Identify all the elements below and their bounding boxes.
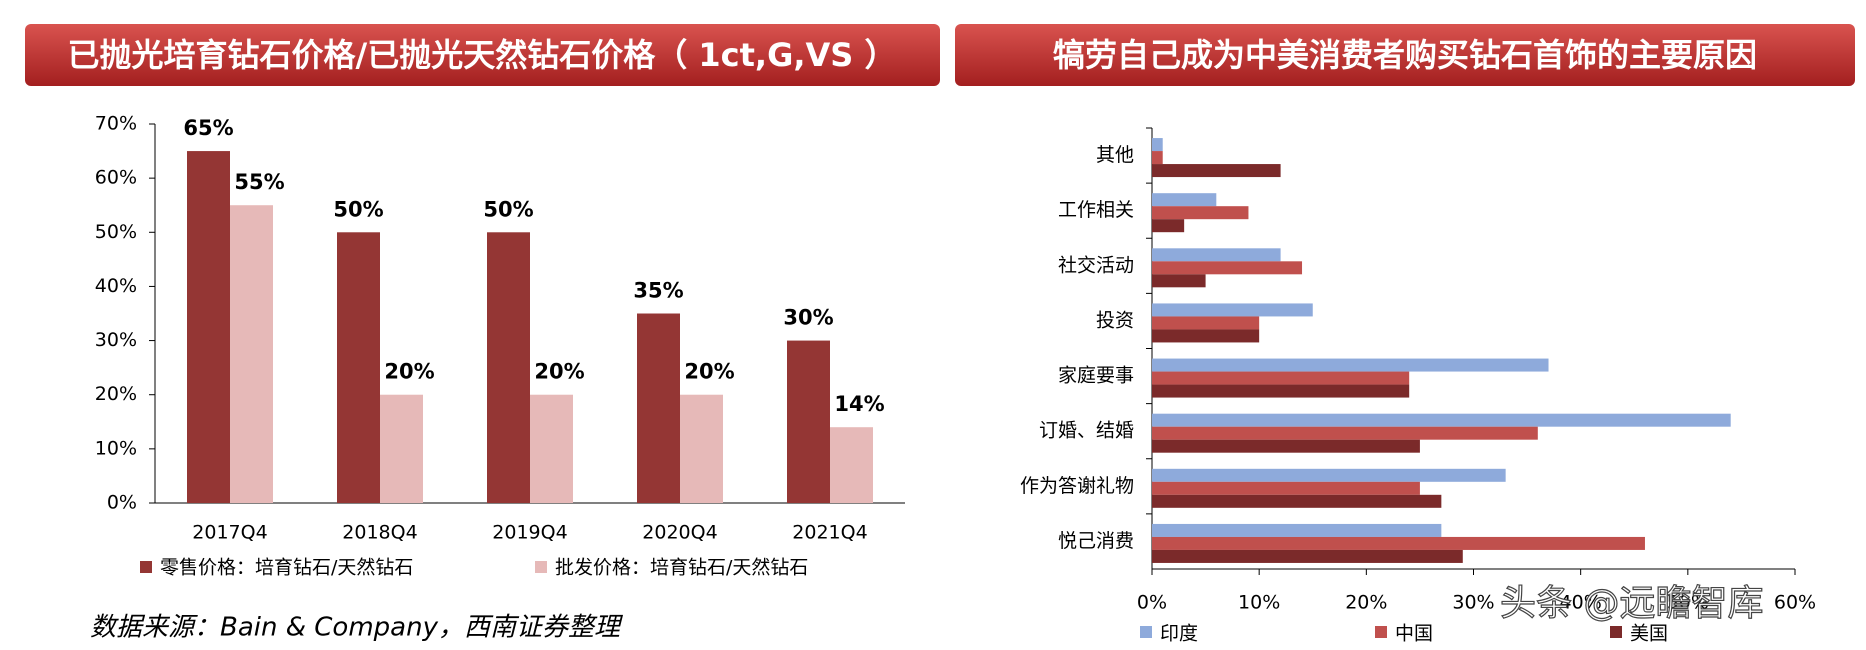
bar [680, 394, 723, 503]
watermark: 头条 @远瞻智库 [1500, 583, 1763, 624]
bar [1152, 536, 1645, 550]
bar [1152, 151, 1163, 165]
value-label: 20% [534, 360, 584, 384]
chart-title: 已抛光培育钻石价格/已抛光天然钻石价格（ 1ct,G,VS ） [68, 36, 897, 74]
y-tick-label: 工作相关 [1058, 199, 1134, 221]
bar [1152, 371, 1410, 385]
bar [1152, 468, 1506, 482]
bar [1152, 303, 1313, 317]
bar [380, 394, 423, 503]
banner [25, 24, 940, 86]
x-tick-label: 2020Q4 [642, 522, 717, 544]
x-tick-label: 0% [1137, 592, 1167, 614]
value-label: 14% [834, 392, 884, 416]
bar [1152, 439, 1420, 453]
bar [1152, 358, 1549, 372]
bar [1152, 494, 1442, 508]
bar [1152, 329, 1260, 343]
value-label: 30% [783, 306, 833, 330]
y-tick-label: 家庭要事 [1058, 365, 1134, 387]
bar [337, 232, 380, 504]
y-tick-label: 其他 [1096, 144, 1134, 166]
y-tick-label: 40% [95, 275, 137, 297]
bar [1152, 384, 1410, 398]
x-tick-label: 2017Q4 [192, 522, 267, 544]
y-tick-label: 70% [95, 113, 137, 135]
y-tick-label: 投资 [1096, 309, 1134, 331]
bar [1152, 481, 1420, 495]
x-tick-label: 2018Q4 [342, 522, 417, 544]
bar [1152, 426, 1538, 440]
legend-swatch [1375, 626, 1387, 638]
value-label: 20% [684, 360, 734, 384]
source: 数据来源：Bain & Company，西南证券整理 [90, 613, 624, 643]
y-tick-label: 10% [95, 437, 137, 459]
bar [1152, 274, 1206, 288]
legend-swatch [535, 561, 547, 573]
x-tick-label: 40% [1560, 592, 1602, 614]
y-tick-label: 20% [95, 383, 137, 405]
y-tick-label: 悦己消费 [1058, 530, 1134, 552]
x-tick-label: 10% [1238, 592, 1280, 614]
y-tick-label: 60% [95, 167, 137, 189]
chart-title: 犒劳自己成为中美消费者购买钻石首饰的主要原因 [1053, 36, 1757, 74]
y-tick-label: 30% [95, 329, 137, 351]
bar [1152, 316, 1260, 330]
y-tick-label: 社交活动 [1058, 254, 1134, 276]
bar [1152, 248, 1281, 262]
x-tick-label: 30% [1452, 592, 1494, 614]
bar [1152, 193, 1217, 207]
bar [830, 427, 873, 503]
y-tick-label: 订婚、结婚 [1039, 420, 1134, 442]
x-tick-label: 50% [1667, 592, 1709, 614]
bar [1152, 219, 1185, 233]
legend-swatch [140, 561, 152, 573]
x-tick-label: 60% [1774, 592, 1816, 614]
bar [230, 205, 273, 503]
y-tick-label: 作为答谢礼物 [1020, 475, 1134, 497]
bar [187, 151, 230, 504]
bar [1152, 164, 1281, 178]
legend-label: 中国 [1395, 623, 1433, 645]
value-label: 35% [633, 279, 683, 303]
value-label: 65% [183, 116, 233, 140]
legend-swatch [1140, 626, 1152, 638]
bar [1152, 138, 1163, 152]
value-label: 50% [483, 197, 533, 221]
legend-label: 美国 [1630, 623, 1668, 645]
bar [530, 394, 573, 503]
value-label: 50% [333, 197, 383, 221]
bar [637, 313, 680, 503]
y-tick-label: 0% [107, 492, 137, 514]
legend-swatch [1610, 626, 1622, 638]
x-tick-label: 20% [1345, 592, 1387, 614]
bar [1152, 206, 1249, 220]
x-tick-label: 2021Q4 [792, 522, 867, 544]
legend-label: 印度 [1160, 623, 1198, 645]
banner [955, 24, 1855, 86]
y-tick-label: 50% [95, 221, 137, 243]
value-label: 55% [234, 170, 284, 194]
legend-label: 批发价格：培育钻石/天然钻石 [555, 557, 808, 579]
bar [487, 232, 530, 504]
bar [1152, 261, 1303, 275]
value-label: 20% [384, 360, 434, 384]
x-tick-label: 2019Q4 [492, 522, 567, 544]
bar [1152, 413, 1731, 427]
bar [1152, 549, 1463, 563]
bar [787, 340, 830, 503]
bar [1152, 523, 1442, 537]
legend-label: 零售价格：培育钻石/天然钻石 [160, 557, 413, 579]
